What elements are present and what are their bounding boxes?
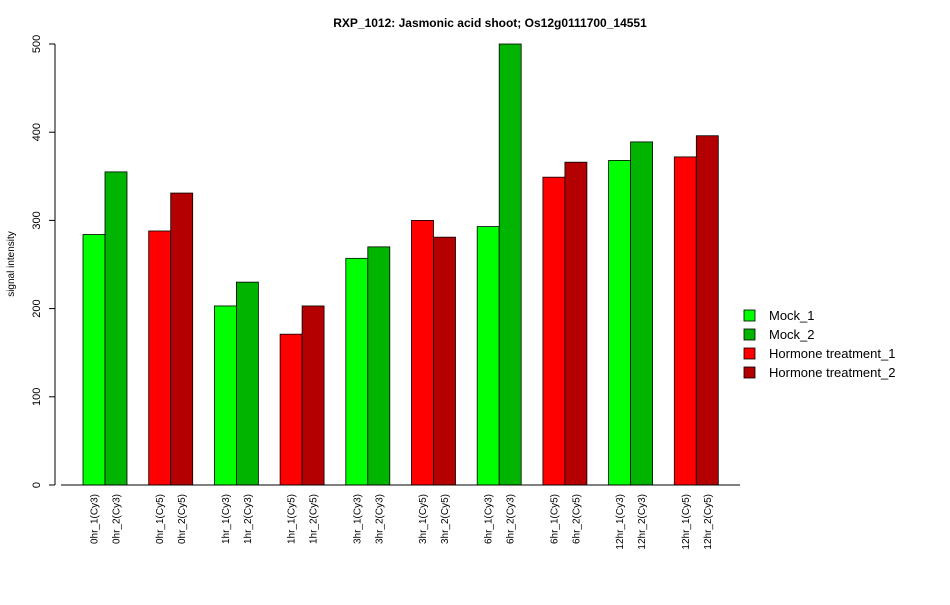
y-tick-label: 400 bbox=[31, 123, 43, 141]
bar-12hr-2-cy3 bbox=[630, 141, 653, 486]
x-tick-label: 3hr_2(Cy5) bbox=[440, 494, 451, 544]
x-tick-label: 6hr_2(Cy3) bbox=[506, 494, 517, 544]
x-axis-tick-labels: 0hr_1(Cy3) 0hr_2(Cy3) 0hr_1(Cy5) 0hr_2(Cy5)… bbox=[90, 494, 714, 550]
x-tick-label: 6hr_1(Cy5) bbox=[549, 494, 560, 544]
bar-12hr-2-cy5 bbox=[695, 135, 719, 486]
bar-1hr-2-cy5 bbox=[301, 305, 325, 486]
x-tick-label: 12hr_2(Cy3) bbox=[637, 494, 648, 550]
bar-6hr-2-cy3 bbox=[498, 43, 522, 486]
bar-3hr-2-cy5 bbox=[433, 236, 456, 486]
bar-0hr-1-cy3 bbox=[82, 234, 106, 486]
x-tick-label: 1hr_1(Cy3) bbox=[221, 494, 232, 544]
x-tick-label: 3hr_2(Cy3) bbox=[374, 494, 385, 544]
legend-swatch-mock-2 bbox=[743, 328, 756, 341]
bar-0hr-1-cy5 bbox=[148, 230, 172, 486]
bar-0hr-2-cy5 bbox=[170, 192, 194, 486]
x-tick-label: 3hr_1(Cy5) bbox=[418, 494, 429, 544]
legend: Mock_1 Mock_2 Hormone treatment_1 Hormone t… bbox=[743, 308, 895, 380]
chart-title: RXP_1012: Jasmonic acid shoot; Os12g0111… bbox=[333, 16, 647, 30]
bar-6hr-1-cy5 bbox=[542, 176, 566, 486]
bar-3hr-1-cy5 bbox=[411, 219, 434, 486]
x-tick-label: 12hr_1(Cy5) bbox=[681, 494, 692, 550]
bar-6hr-1-cy3 bbox=[476, 226, 500, 486]
x-tick-label: 0hr_1(Cy5) bbox=[155, 494, 166, 544]
legend-label: Mock_1 bbox=[769, 308, 815, 323]
x-tick-label: 0hr_2(Cy5) bbox=[177, 494, 188, 544]
bar-12hr-1-cy3 bbox=[608, 160, 631, 486]
bar-1hr-1-cy3 bbox=[213, 305, 237, 486]
bar-1hr-1-cy5 bbox=[279, 333, 303, 486]
y-axis: 0 100 200 300 400 500 bbox=[31, 35, 56, 488]
y-tick-label: 500 bbox=[31, 35, 43, 53]
x-tick-label: 3hr_1(Cy3) bbox=[352, 494, 363, 544]
legend-swatch-mock-1 bbox=[743, 309, 756, 322]
x-tick-label: 0hr_1(Cy3) bbox=[90, 494, 101, 544]
bar-6hr-2-cy5 bbox=[564, 161, 588, 486]
x-tick-label: 12hr_2(Cy5) bbox=[703, 494, 714, 550]
legend-label: Mock_2 bbox=[769, 327, 815, 342]
legend-label: Hormone treatment_1 bbox=[769, 346, 895, 361]
bar-1hr-2-cy3 bbox=[235, 281, 259, 486]
bars-group bbox=[61, 43, 740, 486]
bar-3hr-2-cy3 bbox=[367, 246, 391, 486]
y-tick-label: 200 bbox=[31, 299, 43, 317]
x-tick-label: 1hr_2(Cy5) bbox=[309, 494, 320, 544]
x-tick-label: 1hr_1(Cy5) bbox=[287, 494, 298, 544]
y-tick-label: 300 bbox=[31, 211, 43, 229]
legend-swatch-hormone-treatment-2 bbox=[743, 366, 756, 379]
legend-swatch-hormone-treatment-1 bbox=[743, 347, 756, 360]
x-tick-label: 12hr_1(Cy3) bbox=[615, 494, 626, 550]
bar-0hr-2-cy3 bbox=[104, 171, 128, 486]
x-tick-label: 6hr_1(Cy3) bbox=[484, 494, 495, 544]
bar-12hr-1-cy5 bbox=[673, 156, 697, 486]
y-tick-label: 0 bbox=[31, 482, 43, 488]
legend-label: Hormone treatment_2 bbox=[769, 365, 895, 380]
x-tick-label: 0hr_2(Cy3) bbox=[112, 494, 123, 544]
x-tick-label: 6hr_2(Cy5) bbox=[571, 494, 582, 544]
y-tick-label: 100 bbox=[31, 388, 43, 406]
x-tick-label: 1hr_2(Cy3) bbox=[243, 494, 254, 544]
y-axis-label: signal intensity bbox=[6, 231, 17, 297]
bar-3hr-1-cy3 bbox=[345, 257, 369, 486]
